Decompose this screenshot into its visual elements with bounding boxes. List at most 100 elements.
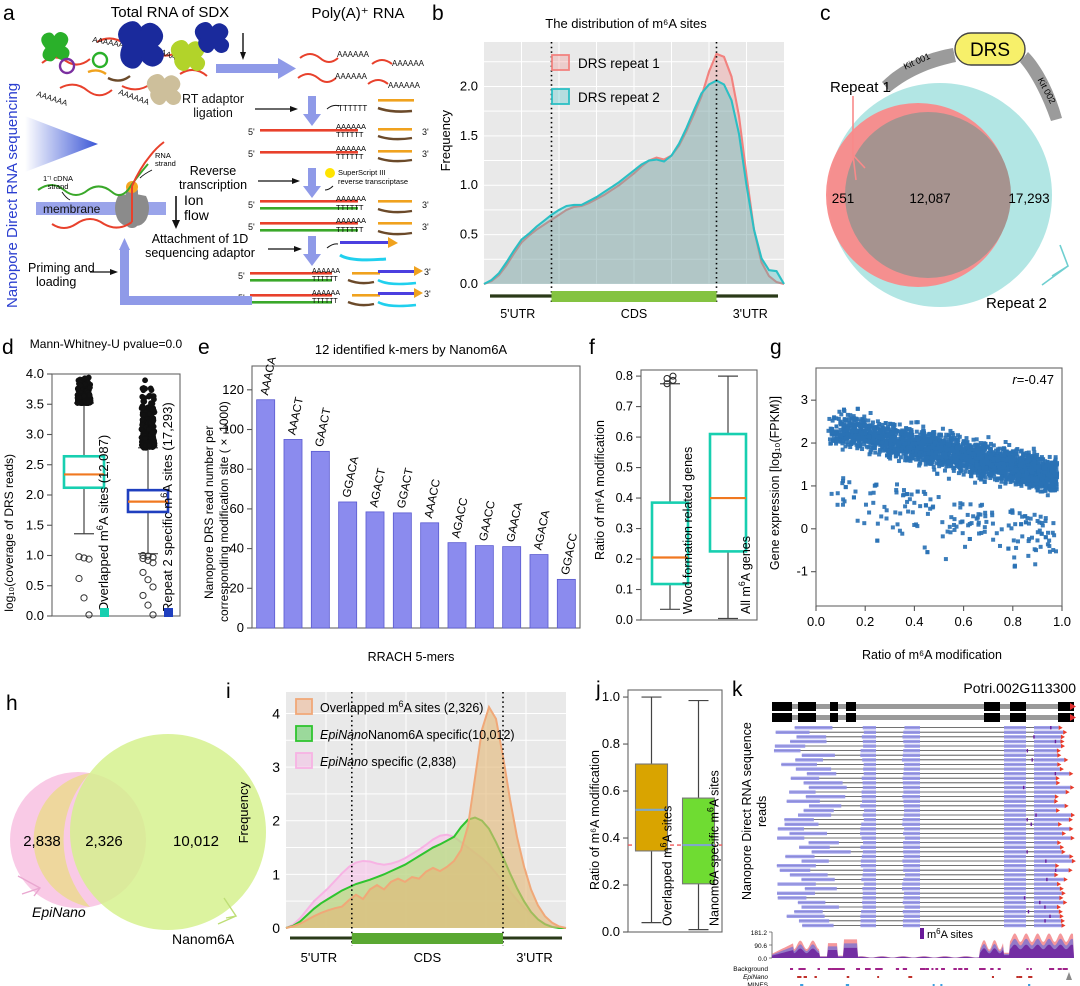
svg-text:RNA: RNA — [155, 151, 171, 160]
svg-text:20: 20 — [230, 580, 244, 595]
svg-text:3.5: 3.5 — [26, 396, 44, 411]
panel-a-heading-total-rna: Total RNA of SDX — [110, 4, 230, 21]
svg-text:0.0: 0.0 — [807, 614, 825, 629]
svg-text:TTTTTT: TTTTTT — [336, 225, 364, 234]
svg-text:ligation: ligation — [193, 106, 233, 120]
svg-text:TTTTTT: TTTTTT — [312, 276, 338, 283]
svg-text:GAACA: GAACA — [505, 501, 525, 543]
svg-text:90.6: 90.6 — [754, 943, 767, 950]
svg-text:Repeat 2 specific m6A sites (1: Repeat 2 specific m6A sites (17,293) — [159, 402, 175, 612]
svg-text:Nanom6A: Nanom6A — [172, 931, 235, 947]
svg-text:AAAAAA: AAAAAA — [337, 50, 370, 59]
svg-text:CDS: CDS — [621, 307, 647, 321]
svg-text:AAAAAA: AAAAAA — [312, 290, 340, 297]
panel-e-xlabel: RRACH 5-mers — [367, 650, 455, 664]
svg-text:AGACA: AGACA — [532, 509, 552, 551]
svg-text:EpiNano: EpiNano — [743, 974, 768, 981]
panel-a-label: a — [3, 2, 15, 25]
svg-text:GAACC: GAACC — [478, 500, 498, 543]
svg-text:AAAAAA: AAAAAA — [335, 72, 368, 81]
svg-text:Background: Background — [733, 966, 768, 973]
svg-text:GGACT: GGACT — [396, 467, 416, 509]
panel-g-label: g — [770, 336, 782, 359]
svg-text:EpiNano specific (2,838): EpiNano specific (2,838) — [320, 755, 456, 769]
panel-d: d Mann-Whitney-U pvalue=0.0 log₁₀(covera… — [0, 334, 200, 670]
svg-text:flow: flow — [184, 207, 210, 223]
panel-a-enzyme-label: SuperScript III — [338, 168, 386, 177]
panel-h-label: h — [6, 692, 18, 715]
svg-text:2.0: 2.0 — [460, 78, 478, 93]
panel-f: f Ratio of m⁶A modification 0.0 0.1 0.2 0.3… — [585, 334, 770, 670]
svg-text:DRS: DRS — [970, 40, 1010, 61]
svg-text:-1: -1 — [796, 564, 808, 579]
svg-text:0.3: 0.3 — [616, 522, 633, 536]
svg-text:AAAAAA: AAAAAA — [336, 144, 366, 153]
svg-text:RT adaptor: RT adaptor — [182, 92, 244, 106]
svg-text:EpiNano: EpiNano — [32, 904, 86, 920]
svg-text:1.5: 1.5 — [26, 517, 44, 532]
svg-text:3: 3 — [801, 392, 808, 407]
svg-text:All m6A genes: All m6A genes — [737, 536, 753, 614]
svg-text:181.2: 181.2 — [751, 930, 768, 937]
svg-text:2: 2 — [272, 813, 280, 829]
svg-text:AAAAAA: AAAAAA — [336, 194, 366, 203]
svg-text:AAAAAA: AAAAAA — [117, 87, 151, 107]
svg-text:1: 1 — [272, 866, 280, 882]
panel-k-gene-id: Potri.002G113300 — [963, 680, 1076, 696]
svg-text:1.0: 1.0 — [460, 177, 478, 192]
panel-e: e 12 identified k-mers by Nanom6A Nanopo… — [196, 334, 590, 670]
svg-text:CDS: CDS — [414, 950, 442, 965]
svg-text:reverse transcriptase: reverse transcriptase — [338, 177, 408, 186]
svg-text:5'UTR: 5'UTR — [301, 950, 337, 965]
panel-e-title: 12 identified k-mers by Nanom6A — [314, 342, 508, 357]
svg-text:0: 0 — [237, 620, 244, 635]
svg-text:AGACC: AGACC — [450, 497, 470, 540]
svg-text:1.0: 1.0 — [1053, 614, 1071, 629]
svg-text:Repeat 2: Repeat 2 — [986, 295, 1047, 312]
svg-text:0.8: 0.8 — [616, 369, 633, 383]
svg-text:Attachment of 1D: Attachment of 1D — [152, 232, 249, 246]
svg-text:3': 3' — [424, 267, 431, 277]
panel-k-browser: 181.2 90.6 0.0 m6A sites BackgroundEpiNanoMI… — [733, 696, 1078, 986]
svg-text:0.6: 0.6 — [955, 614, 973, 629]
svg-text:DRS repeat 2: DRS repeat 2 — [578, 90, 660, 105]
svg-text:5'UTR: 5'UTR — [500, 307, 535, 321]
svg-text:3: 3 — [272, 759, 280, 775]
svg-text:100: 100 — [222, 422, 244, 437]
panel-f-label: f — [589, 336, 595, 359]
svg-text:EpiNanoNanom6A specific(10,012: EpiNanoNanom6A specific(10,012) — [320, 728, 515, 742]
svg-text:DRS repeat 1: DRS repeat 1 — [578, 56, 660, 71]
svg-text:2.5: 2.5 — [26, 457, 44, 472]
svg-text:3': 3' — [422, 200, 429, 210]
svg-text:0.1: 0.1 — [616, 583, 633, 597]
panel-d-title: Mann-Whitney-U pvalue=0.0 — [29, 337, 183, 351]
svg-text:Wood formation related genes: Wood formation related genes — [681, 447, 695, 614]
svg-text:Overlapped m6A sites (2,326): Overlapped m6A sites (2,326) — [320, 699, 483, 715]
svg-text:0.8: 0.8 — [602, 736, 620, 751]
svg-text:Priming and: Priming and — [28, 261, 95, 275]
svg-text:GGACA: GGACA — [341, 455, 361, 498]
svg-text:3.0: 3.0 — [26, 427, 44, 442]
svg-text:0: 0 — [801, 521, 808, 536]
svg-text:TTTTTT: TTTTTT — [336, 152, 364, 161]
svg-text:1ˉᵗ cDNA: 1ˉᵗ cDNA — [43, 174, 73, 183]
svg-text:3': 3' — [422, 127, 429, 137]
svg-text:0.0: 0.0 — [602, 924, 620, 939]
panel-i-label: i — [226, 680, 231, 703]
panel-i-plot: 0 1 2 3 4 Overlapped m6A sites (2,326) EpiNano… — [272, 692, 567, 965]
svg-text:Overlapped m6A sites (12,087): Overlapped m6A sites (12,087) — [95, 435, 111, 612]
svg-text:0.6: 0.6 — [602, 783, 620, 798]
svg-text:0.2: 0.2 — [602, 877, 620, 892]
svg-text:0.7: 0.7 — [616, 400, 633, 414]
svg-text:sequencing adaptor: sequencing adaptor — [145, 246, 255, 260]
svg-text:Reverse: Reverse — [190, 164, 237, 178]
panel-a-heading-polya: Poly(A)⁺ RNA — [311, 5, 405, 22]
svg-text:40: 40 — [230, 541, 244, 556]
svg-text:2,326: 2,326 — [85, 833, 123, 850]
svg-text:transcription: transcription — [179, 178, 247, 192]
svg-text:0.5: 0.5 — [26, 578, 44, 593]
panel-k: k Potri.002G113300 Nanopore Direct RNA s… — [730, 672, 1080, 986]
svg-text:5': 5' — [248, 200, 255, 210]
panel-k-label: k — [732, 678, 743, 701]
